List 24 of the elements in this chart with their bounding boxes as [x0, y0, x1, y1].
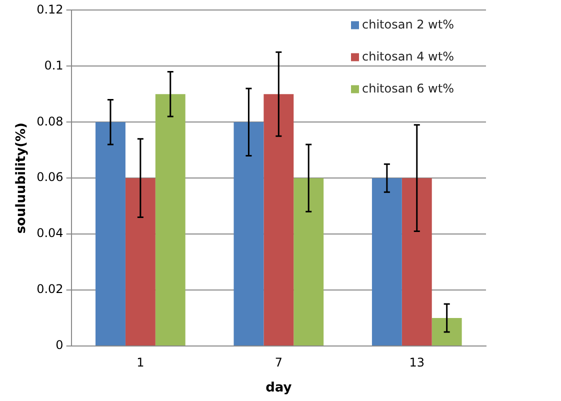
legend-label: chitosan 2 wt%	[362, 17, 454, 32]
legend-label: chitosan 6 wt%	[362, 81, 454, 96]
x-tick-label: 7	[274, 355, 282, 370]
y-tick-label: 0	[56, 338, 64, 352]
y-tick-label: 0.04	[36, 226, 64, 240]
y-tick-label: 0.06	[36, 170, 64, 184]
x-tick-label: 13	[409, 355, 425, 370]
y-axis-title: souluubility(%)	[14, 122, 30, 234]
y-tick-label: 0.02	[36, 282, 64, 296]
x-axis-title: day	[266, 380, 292, 396]
y-tick-label: 0.08	[36, 114, 64, 128]
y-tick-label: 0.1	[44, 58, 64, 72]
y-tick-label: 0.12	[36, 2, 64, 16]
bar	[234, 122, 264, 346]
bar	[372, 178, 402, 346]
bar	[432, 318, 462, 346]
bar	[402, 178, 432, 346]
legend-label: chitosan 4 wt%	[362, 49, 454, 64]
bar	[125, 178, 156, 346]
x-tick-label: 1	[136, 355, 144, 370]
bar	[96, 122, 126, 346]
bar	[155, 94, 186, 346]
bar	[264, 94, 294, 346]
bar	[294, 178, 324, 346]
